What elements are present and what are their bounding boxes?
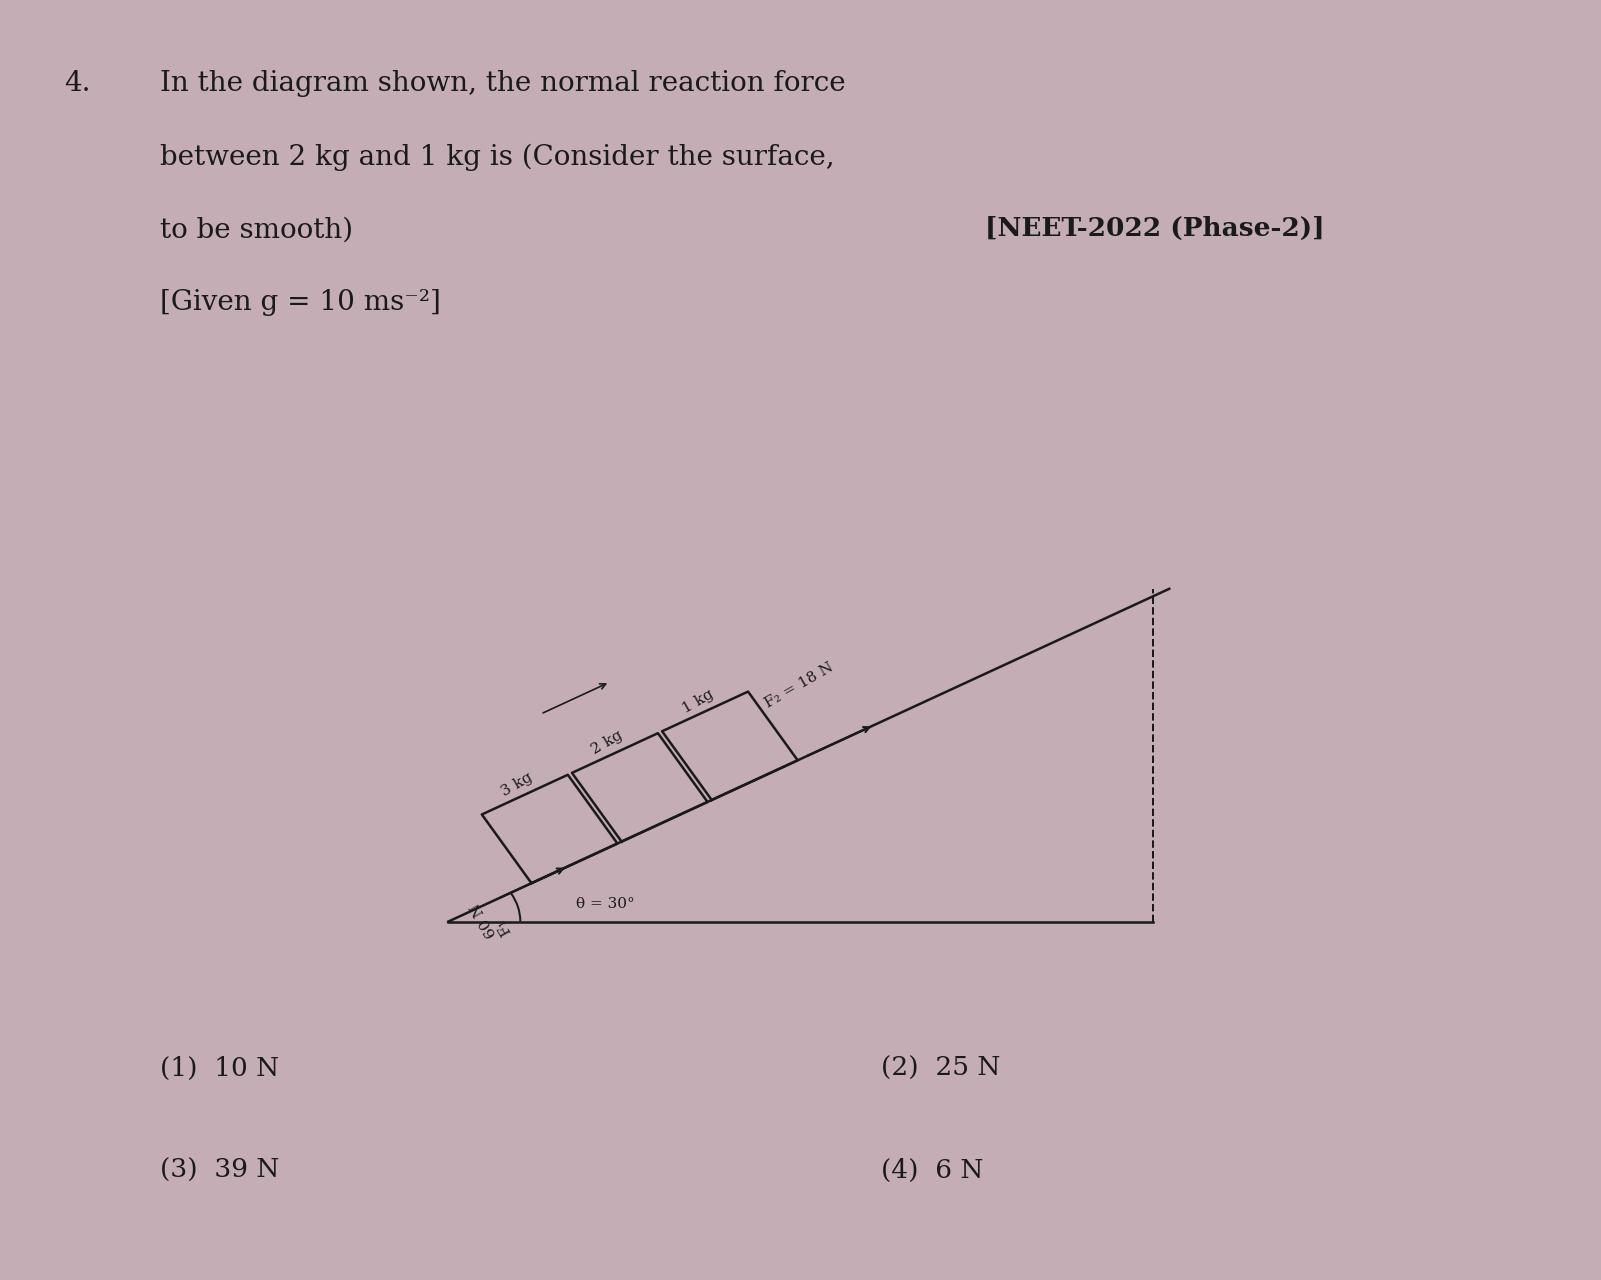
Text: 2 kg: 2 kg	[589, 728, 626, 758]
Text: (3)  39 N: (3) 39 N	[160, 1158, 280, 1184]
Text: 3 kg: 3 kg	[500, 769, 535, 799]
Text: 1 kg: 1 kg	[679, 686, 716, 716]
Text: In the diagram shown, the normal reaction force: In the diagram shown, the normal reactio…	[160, 70, 845, 97]
Text: [NEET-2022 (Phase-2)]: [NEET-2022 (Phase-2)]	[985, 216, 1324, 242]
Text: (4)  6 N: (4) 6 N	[881, 1158, 983, 1184]
Text: [Given g = 10 ms⁻²]: [Given g = 10 ms⁻²]	[160, 289, 440, 316]
Text: between 2 kg and 1 kg is (Consider the surface,: between 2 kg and 1 kg is (Consider the s…	[160, 143, 834, 170]
Text: (1)  10 N: (1) 10 N	[160, 1056, 279, 1082]
Text: 60 N: 60 N	[467, 900, 500, 940]
Text: F₂ = 18 N: F₂ = 18 N	[762, 660, 836, 710]
Text: F₁: F₁	[493, 916, 514, 937]
Text: 4.: 4.	[64, 70, 91, 97]
Text: θ = 30°: θ = 30°	[576, 897, 636, 911]
Text: to be smooth): to be smooth)	[160, 216, 354, 243]
Text: (2)  25 N: (2) 25 N	[881, 1056, 1001, 1082]
